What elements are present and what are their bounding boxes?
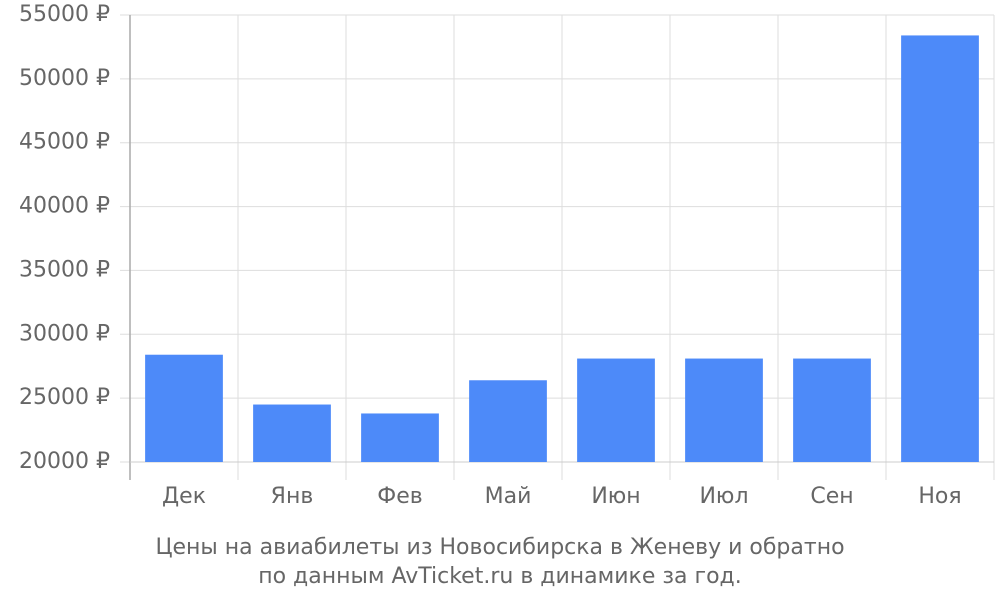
x-tick-label: Май <box>485 484 532 509</box>
x-tick-label: Фев <box>377 484 422 509</box>
bar <box>253 404 331 462</box>
caption-line: Цены на авиабилеты из Новосибирска в Жен… <box>155 535 844 560</box>
y-tick-label: 20000 ₽ <box>19 449 110 474</box>
x-tick-label: Ноя <box>918 484 961 509</box>
x-tick-label: Дек <box>162 484 206 509</box>
bar <box>901 35 979 462</box>
bar <box>145 354 223 462</box>
x-tick-label: Сен <box>810 484 853 509</box>
x-tick-label: Июн <box>591 484 640 509</box>
y-tick-label: 30000 ₽ <box>19 321 110 346</box>
y-tick-label: 55000 ₽ <box>19 2 110 27</box>
x-tick-label: Июл <box>699 484 748 509</box>
y-tick-label: 50000 ₽ <box>19 66 110 91</box>
bar <box>361 413 439 462</box>
y-tick-label: 35000 ₽ <box>19 257 110 282</box>
caption-line: по данным AvTicket.ru в динамике за год. <box>258 564 742 589</box>
y-tick-label: 40000 ₽ <box>19 194 110 219</box>
bar <box>469 380 547 462</box>
y-tick-label: 25000 ₽ <box>19 385 110 410</box>
bar <box>793 358 871 462</box>
bar <box>577 358 655 462</box>
bar <box>685 358 763 462</box>
x-tick-label: Янв <box>271 484 314 509</box>
y-tick-label: 45000 ₽ <box>19 130 110 155</box>
